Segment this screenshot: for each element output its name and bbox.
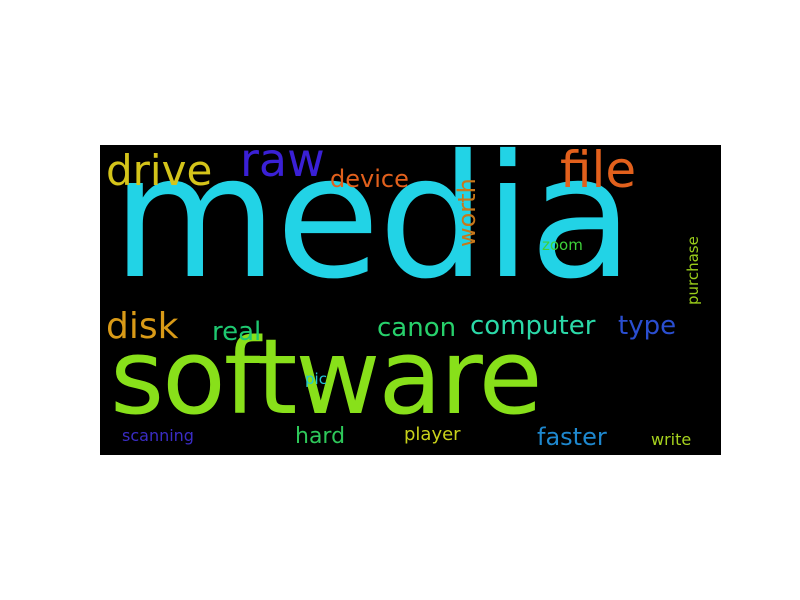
word-file: file — [560, 145, 637, 199]
word-hard: hard — [295, 424, 346, 449]
word-worth: worth — [453, 178, 481, 247]
word-type: type — [618, 311, 677, 341]
word-zoom: zoom — [542, 236, 583, 254]
word-faster: faster — [537, 423, 607, 451]
word-drive: drive — [106, 146, 213, 195]
word-scanning: scanning — [122, 426, 194, 445]
word-device: device — [330, 165, 409, 193]
word-disk: disk — [106, 306, 179, 347]
word-pic: pic — [305, 370, 327, 388]
word-real: real — [212, 317, 262, 347]
word-media: media — [112, 145, 634, 317]
word-cloud: media software drive raw file device wor… — [100, 145, 721, 455]
word-canon: canon — [377, 313, 457, 343]
word-write: write — [651, 430, 692, 449]
word-purchase: purchase — [684, 236, 702, 305]
word-software: software — [110, 316, 543, 438]
word-player: player — [404, 424, 461, 445]
word-raw: raw — [240, 145, 325, 187]
word-computer: computer — [470, 311, 596, 341]
